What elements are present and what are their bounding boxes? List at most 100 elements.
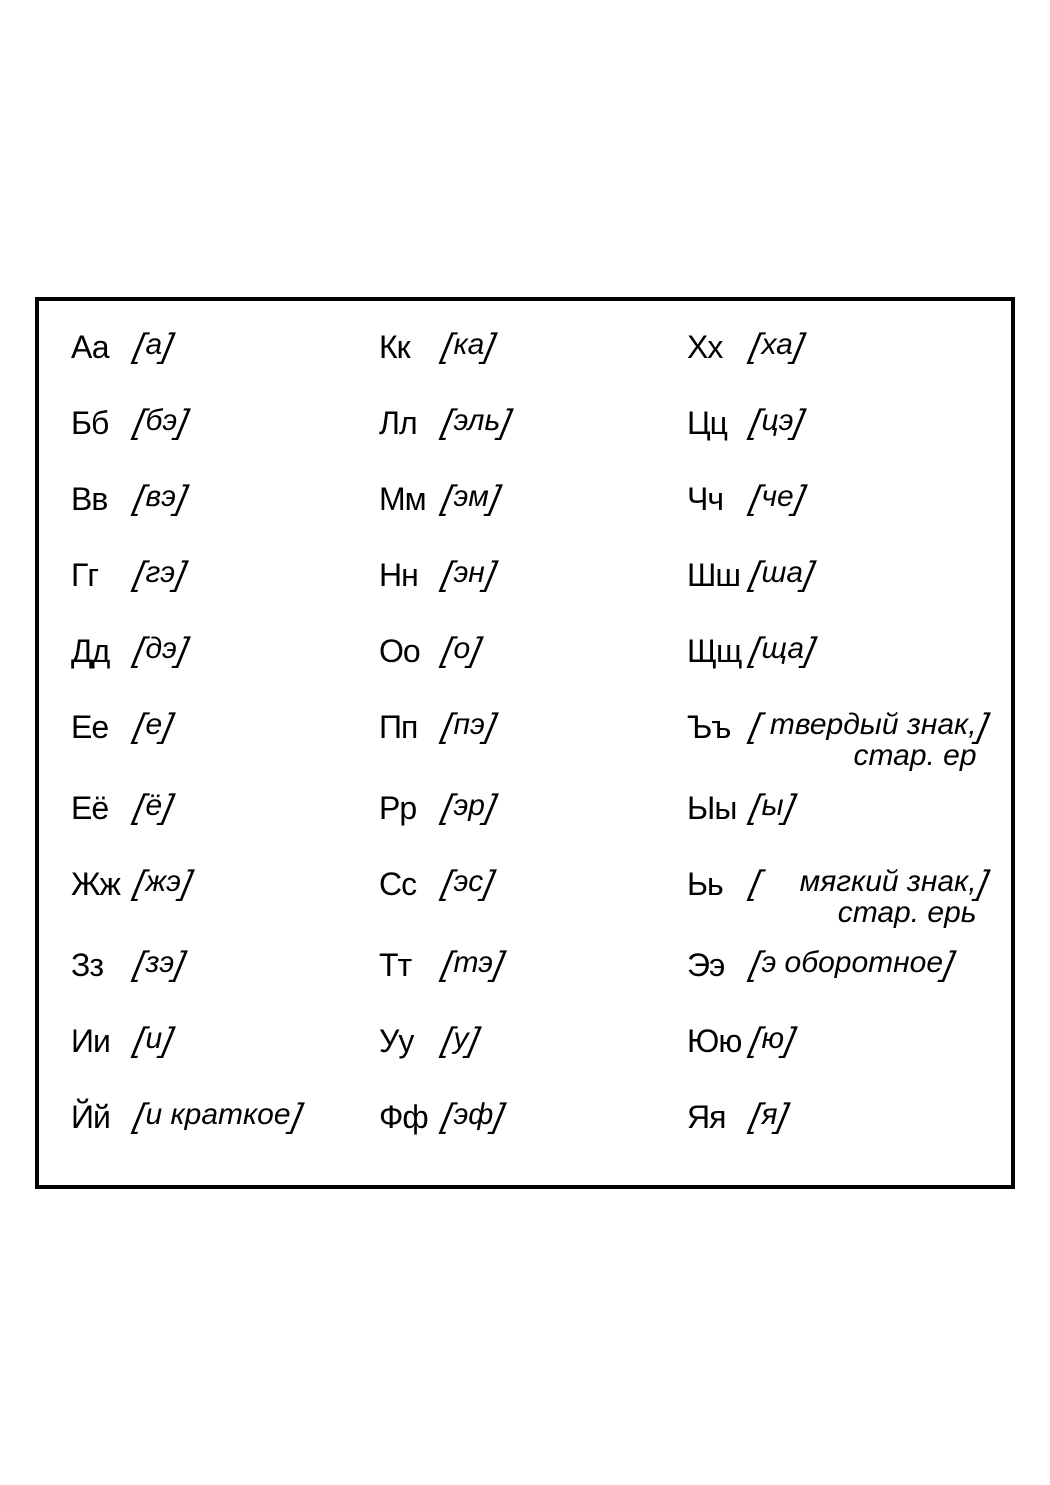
pronunciation-wrapper: [эр]: [443, 790, 679, 824]
pronunciation-wrapper: [ы]: [751, 790, 987, 824]
pronunciation-text: эр: [452, 790, 485, 822]
letter-label: Ии: [71, 1023, 135, 1060]
table-row: Аа[а]: [71, 329, 371, 387]
letter-label: Ъъ: [687, 709, 751, 746]
pronunciation-wrapper: [э оборотное]: [751, 947, 987, 981]
pronunciation-wrapper: [бэ]: [135, 405, 371, 439]
pronunciation-text: че: [760, 481, 794, 513]
pronunciation-wrapper: [а]: [135, 329, 371, 363]
table-row: Оо[о]: [379, 633, 679, 691]
letter-label: Чч: [687, 481, 751, 518]
table-row: Жж[жэ]: [71, 866, 371, 929]
table-row: Пп[пэ]: [379, 709, 679, 772]
letter-label: Вв: [71, 481, 135, 518]
table-row: Шш[ша]: [687, 557, 987, 615]
letter-label: Уу: [379, 1023, 443, 1060]
table-row: Сс[эс]: [379, 866, 679, 929]
letter-label: Ээ: [687, 947, 751, 984]
pronunciation-text: эм: [452, 481, 489, 513]
letter-label: Ыы: [687, 790, 751, 827]
pronunciation-wrapper: [вэ]: [135, 481, 371, 515]
letter-label: Оо: [379, 633, 443, 670]
pronunciation-wrapper: [мягкий знак, стар. ерь]: [751, 866, 987, 929]
pronunciation-wrapper: [ша]: [751, 557, 987, 591]
pronunciation-wrapper: [и]: [135, 1023, 371, 1057]
pronunciation-text: твердый знак, стар. ер: [760, 709, 977, 772]
pronunciation-text: дэ: [144, 633, 177, 665]
letter-label: Щщ: [687, 633, 751, 670]
letter-label: Аа: [71, 329, 135, 366]
letter-label: Её: [71, 790, 135, 827]
pronunciation-text: мягкий знак, стар. ерь: [760, 866, 977, 929]
pronunciation-text: гэ: [144, 557, 176, 589]
table-row: Кк[ка]: [379, 329, 679, 387]
letter-label: Ее: [71, 709, 135, 746]
pronunciation-text: эф: [452, 1099, 494, 1131]
table-row: Зз[зэ]: [71, 947, 371, 1005]
pronunciation-text: ю: [760, 1023, 785, 1055]
pronunciation-wrapper: [эф]: [443, 1099, 679, 1133]
pronunciation-text: эн: [452, 557, 485, 589]
table-row: Ыы[ы]: [687, 790, 987, 848]
pronunciation-text: зэ: [144, 947, 175, 979]
table-row: Юю[ю]: [687, 1023, 987, 1081]
table-row: Хх[ха]: [687, 329, 987, 387]
letter-label: Тт: [379, 947, 443, 984]
letter-label: Лл: [379, 405, 443, 442]
table-row: Ее[е]: [71, 709, 371, 772]
pronunciation-wrapper: [эль]: [443, 405, 679, 439]
pronunciation-wrapper: [е]: [135, 709, 371, 743]
alphabet-grid: Аа[а]Кк[ка]Хх[ха] Бб[бэ]Лл[эль]Цц[цэ] Вв[в…: [71, 329, 987, 1157]
table-row: Йй[и краткое]: [71, 1099, 371, 1157]
pronunciation-text: ша: [760, 557, 804, 589]
pronunciation-wrapper: [ка]: [443, 329, 679, 363]
pronunciation-wrapper: [эн]: [443, 557, 679, 591]
letter-label: Йй: [71, 1099, 135, 1136]
pronunciation-text: жэ: [144, 866, 181, 898]
pronunciation-text: эль: [452, 405, 501, 437]
pronunciation-text: эс: [452, 866, 484, 898]
letter-label: Яя: [687, 1099, 751, 1136]
pronunciation-wrapper: [пэ]: [443, 709, 679, 743]
table-row: Рр[эр]: [379, 790, 679, 848]
pronunciation-wrapper: [дэ]: [135, 633, 371, 667]
letter-label: Бб: [71, 405, 135, 442]
table-row: Её[ё]: [71, 790, 371, 848]
pronunciation-wrapper: [эм]: [443, 481, 679, 515]
pronunciation-text: э оборотное: [760, 947, 944, 979]
pronunciation-wrapper: [ща]: [751, 633, 987, 667]
letter-label: Нн: [379, 557, 443, 594]
pronunciation-wrapper: [ё]: [135, 790, 371, 824]
table-row: Нн[эн]: [379, 557, 679, 615]
pronunciation-wrapper: [эс]: [443, 866, 679, 900]
pronunciation-wrapper: [че]: [751, 481, 987, 515]
pronunciation-wrapper: [о]: [443, 633, 679, 667]
table-row: Бб[бэ]: [71, 405, 371, 463]
letter-label: Шш: [687, 557, 751, 594]
pronunciation-wrapper: [жэ]: [135, 866, 371, 900]
table-row: Ьь[мягкий знак, стар. ерь]: [687, 866, 987, 929]
table-row: Мм[эм]: [379, 481, 679, 539]
table-row: Фф[эф]: [379, 1099, 679, 1157]
pronunciation-wrapper: [ха]: [751, 329, 987, 363]
pronunciation-wrapper: [тэ]: [443, 947, 679, 981]
alphabet-table-frame: Аа[а]Кк[ка]Хх[ха] Бб[бэ]Лл[эль]Цц[цэ] Вв[в…: [35, 297, 1015, 1189]
table-row: Вв[вэ]: [71, 481, 371, 539]
letter-label: Юю: [687, 1023, 751, 1060]
pronunciation-text: ха: [760, 329, 793, 361]
pronunciation-text: бэ: [144, 405, 178, 437]
pronunciation-text: и краткое: [144, 1099, 291, 1131]
table-row: Цц[цэ]: [687, 405, 987, 463]
pronunciation-text: ы: [760, 790, 784, 822]
letter-label: Мм: [379, 481, 443, 518]
letter-label: Фф: [379, 1099, 443, 1136]
pronunciation-wrapper: [и краткое]: [135, 1099, 371, 1133]
table-row: Яя[я]: [687, 1099, 987, 1157]
pronunciation-wrapper: [цэ]: [751, 405, 987, 439]
pronunciation-wrapper: [зэ]: [135, 947, 371, 981]
letter-label: Дд: [71, 633, 135, 670]
table-row: Уу[у]: [379, 1023, 679, 1081]
table-row: Ии[и]: [71, 1023, 371, 1081]
letter-label: Жж: [71, 866, 135, 903]
letter-label: Цц: [687, 405, 751, 442]
